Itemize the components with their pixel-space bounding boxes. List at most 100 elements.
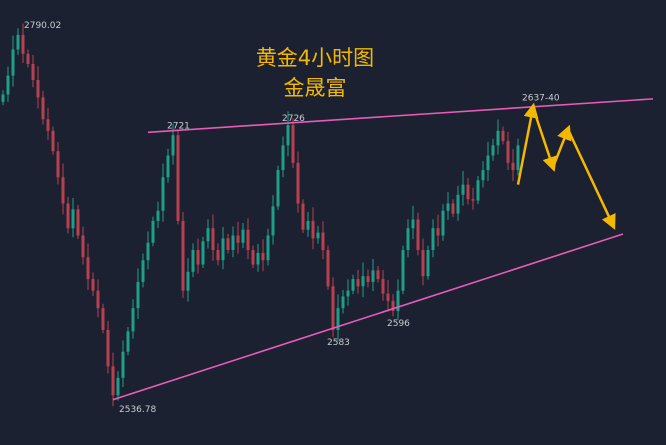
candle-body bbox=[101, 308, 105, 330]
candle-body bbox=[131, 308, 135, 332]
candle-body bbox=[211, 228, 215, 251]
candle-body bbox=[466, 184, 470, 200]
candle-body bbox=[231, 235, 235, 251]
candle-body bbox=[166, 155, 170, 178]
candle-body bbox=[451, 203, 455, 214]
candle-body bbox=[436, 228, 440, 236]
candle-body bbox=[71, 209, 75, 229]
candle-body bbox=[476, 180, 480, 201]
candle-body bbox=[491, 145, 495, 156]
candle-body bbox=[316, 232, 320, 239]
candle-body bbox=[516, 145, 520, 171]
candle-body bbox=[416, 219, 420, 251]
price-label: 2721 bbox=[167, 121, 190, 131]
candle-body bbox=[291, 125, 295, 163]
candle-body bbox=[16, 34, 20, 50]
candle-body bbox=[226, 238, 230, 251]
candle-body bbox=[26, 53, 30, 64]
candle-body bbox=[216, 250, 220, 261]
candle-body bbox=[156, 210, 160, 221]
candle-body bbox=[11, 49, 15, 76]
candle-body bbox=[36, 79, 40, 98]
candle-body bbox=[81, 235, 85, 258]
candle-body bbox=[296, 162, 300, 204]
candle-body bbox=[496, 130, 500, 146]
candle-body bbox=[201, 241, 205, 265]
candle-body bbox=[301, 203, 305, 230]
candle-body bbox=[66, 203, 70, 229]
candle-body bbox=[151, 220, 155, 243]
candle-body bbox=[281, 145, 285, 171]
candle-body bbox=[396, 290, 400, 312]
candle-body bbox=[251, 250, 255, 265]
candle-body bbox=[431, 228, 435, 251]
candle-body bbox=[116, 377, 120, 396]
candle-body bbox=[511, 162, 515, 171]
candle-body bbox=[126, 331, 130, 352]
candle-body bbox=[386, 293, 390, 301]
price-label: 2536.78 bbox=[119, 405, 156, 415]
candle-body bbox=[346, 290, 350, 297]
price-label: 2637-40 bbox=[522, 94, 560, 104]
candle-body bbox=[306, 220, 310, 230]
support-trendline bbox=[112, 233, 624, 401]
candle-body bbox=[406, 228, 410, 251]
chart-title: 黄金4小时图 bbox=[255, 46, 375, 70]
candle-body bbox=[261, 252, 265, 261]
candle-body bbox=[441, 210, 445, 236]
candle-body bbox=[326, 250, 330, 287]
forecast-arrow bbox=[516, 102, 539, 185]
candle-body bbox=[256, 252, 260, 265]
candle-body bbox=[446, 203, 450, 211]
candle-body bbox=[486, 155, 490, 171]
forecast-arrow bbox=[531, 107, 557, 172]
candle-body bbox=[21, 34, 25, 54]
candle-body bbox=[181, 220, 185, 291]
candle-body bbox=[6, 75, 10, 95]
candle-body bbox=[51, 130, 55, 152]
candle-body bbox=[206, 228, 210, 242]
candle-body bbox=[221, 238, 225, 261]
price-label: 2583 bbox=[327, 338, 350, 348]
candle-body bbox=[411, 219, 415, 229]
candle-body bbox=[461, 184, 465, 195]
candle-body bbox=[91, 279, 95, 291]
candle-body bbox=[401, 250, 405, 291]
candle-body bbox=[61, 177, 65, 204]
candle-body bbox=[56, 151, 60, 178]
candle-body bbox=[196, 250, 200, 265]
forecast-arrow bbox=[551, 124, 572, 168]
candle-body bbox=[376, 270, 380, 280]
candle-body bbox=[361, 276, 365, 287]
candle-body bbox=[321, 232, 325, 251]
candle-body bbox=[331, 286, 335, 330]
candle-body bbox=[341, 296, 345, 309]
candle-body bbox=[356, 279, 360, 287]
candle-body bbox=[111, 366, 115, 396]
candle-body bbox=[136, 281, 140, 309]
candle-body bbox=[481, 170, 485, 181]
candle-body bbox=[426, 250, 430, 277]
candle-body bbox=[171, 135, 175, 156]
candle-body bbox=[46, 119, 50, 131]
candle-body bbox=[141, 260, 145, 282]
candle-body bbox=[241, 229, 245, 243]
candle-body bbox=[286, 125, 290, 146]
candle-body bbox=[471, 199, 475, 201]
candle-body bbox=[161, 177, 165, 211]
candle-body bbox=[381, 279, 385, 294]
chart-subtitle: 金晟富 bbox=[283, 76, 347, 100]
candle-body bbox=[366, 276, 370, 282]
candle-body bbox=[96, 290, 100, 309]
candle-body bbox=[266, 235, 270, 261]
candle-body bbox=[391, 300, 395, 312]
resistance-trendline bbox=[147, 98, 654, 134]
candle-body bbox=[76, 209, 80, 236]
candle-body bbox=[271, 206, 275, 236]
price-label: 2726 bbox=[282, 114, 305, 124]
candle-body bbox=[191, 250, 195, 272]
candle-body bbox=[106, 329, 110, 367]
candle-body bbox=[506, 141, 510, 163]
candle-body bbox=[351, 279, 355, 291]
